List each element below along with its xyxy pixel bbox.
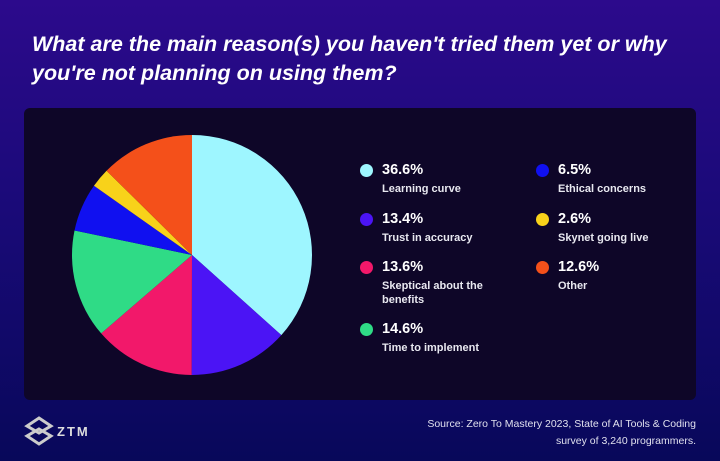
logo-text: ZTM [57, 423, 90, 439]
source-line-1: Source: Zero To Mastery 2023, State of A… [427, 418, 696, 430]
legend-item: 13.6% Skeptical about the benefits [360, 259, 502, 307]
pie-slice-1 [191, 255, 282, 375]
legend-label: Skeptical about the benefits [382, 280, 483, 306]
legend-dot [536, 261, 549, 274]
legend-label: Trust in accuracy [382, 232, 473, 244]
legend-item: 12.6% Other [536, 259, 678, 293]
pie-slice-6 [106, 135, 192, 255]
pie-slice-3 [72, 230, 192, 334]
legend-label: Skynet going live [558, 232, 649, 244]
pie-chart [72, 135, 313, 375]
pie-slice-4 [74, 185, 192, 255]
legend-dot [360, 213, 373, 226]
legend-label: Time to implement [382, 342, 479, 354]
legend-dot [360, 261, 373, 274]
legend-percent: 6.5% [558, 162, 592, 178]
legend-percent: 13.4% [382, 211, 424, 227]
legend-item: 14.6% Time to implement [360, 321, 502, 355]
legend-percent: 36.6% [382, 162, 424, 178]
legend-dot [360, 323, 373, 336]
legend-dot [536, 164, 549, 177]
legend-dot [536, 213, 549, 226]
source-note: Source: Zero To Mastery 2023, State of A… [427, 416, 696, 450]
source-line-2: survey of 3,240 programmers. [555, 435, 696, 447]
legend-label: Other [558, 280, 588, 292]
legend-percent: 14.6% [382, 321, 424, 337]
legend-label: Learning curve [382, 183, 461, 195]
pie-slice-5 [93, 170, 192, 255]
legend-item: 6.5% Ethical concerns [536, 162, 678, 196]
legend-percent: 13.6% [382, 259, 424, 275]
legend-item: 13.4% Trust in accuracy [360, 211, 502, 245]
chart-title: What are the main reason(s) you haven't … [32, 32, 667, 85]
legend-item: 2.6% Skynet going live [536, 211, 678, 245]
legend-percent: 12.6% [558, 259, 600, 275]
ztm-logo-icon [24, 416, 54, 446]
pie-slice-0 [192, 135, 313, 336]
pie-slice-2 [101, 255, 192, 375]
legend-label: Ethical concerns [558, 183, 647, 195]
legend-dot [360, 164, 373, 177]
ztm-logo: ZTM [24, 416, 90, 446]
legend-percent: 2.6% [558, 211, 592, 227]
legend-item: 36.6% Learning curve [360, 162, 502, 196]
